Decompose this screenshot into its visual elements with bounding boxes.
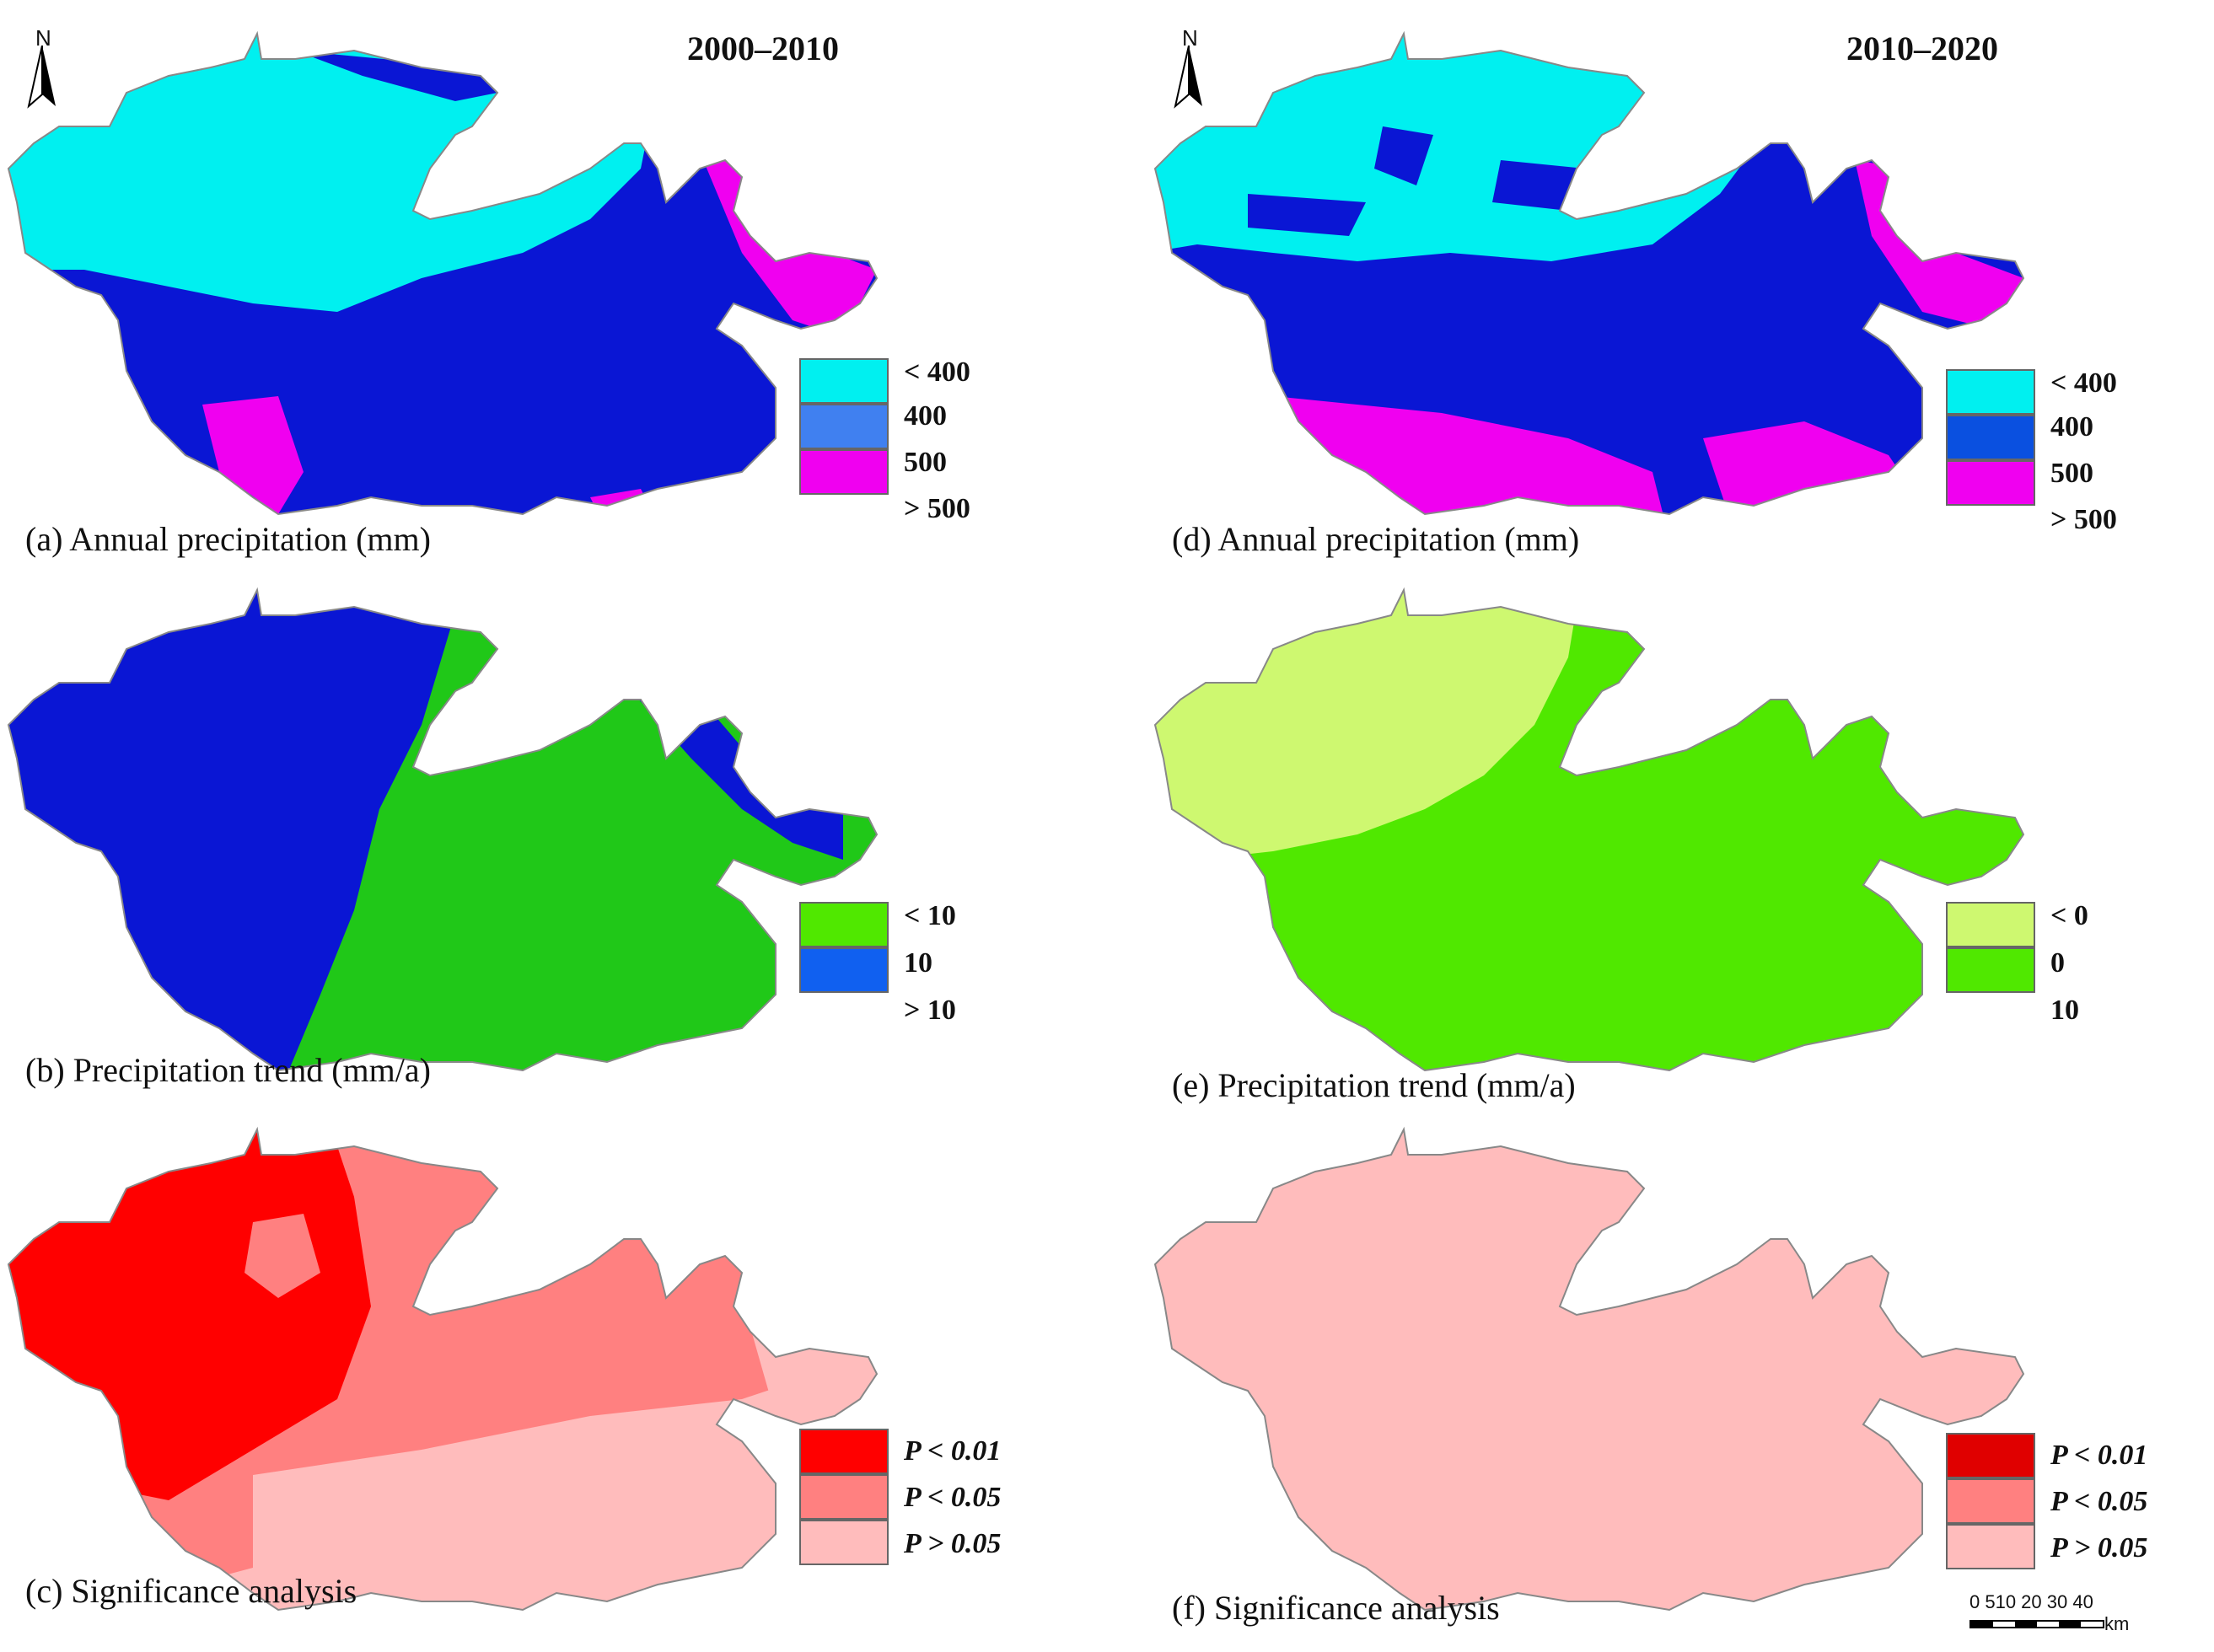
legend-swatch — [1946, 902, 2035, 947]
legend-swatch — [799, 902, 889, 947]
panel-f: P < 0.01 P < 0.05 P > 0.05 (f) Significa… — [1147, 1096, 2214, 1635]
north-label: N — [35, 25, 51, 51]
legend-label: < 0 — [2050, 900, 2088, 931]
legend-label: < 400 — [2050, 367, 2117, 399]
legend-swatch — [799, 947, 889, 993]
legend-label: P > 0.05 — [2050, 1532, 2148, 1564]
legend-swatch — [1946, 415, 2035, 460]
legend-label: 400 — [904, 400, 947, 432]
scale-bar: 0 510 20 30 40 km — [1969, 1591, 2155, 1642]
map-c — [8, 1129, 878, 1611]
caption-d: (d) Annual precipitation (mm) — [1172, 520, 1580, 558]
legend-swatch — [1946, 1433, 2035, 1478]
map-b — [8, 589, 878, 1071]
legend-label: P < 0.05 — [904, 1482, 1002, 1513]
north-arrow-icon — [1174, 46, 1202, 109]
panel-a: < 400 400 500 > 500 (a) Annual precipita… — [0, 0, 1096, 556]
caption-c: (c) Significance analysis — [25, 1572, 357, 1610]
legend-label: < 400 — [904, 357, 970, 388]
legend-swatch — [1946, 1524, 2035, 1569]
legend-label: 400 — [2050, 411, 2093, 442]
map-a — [8, 33, 878, 515]
caption-a: (a) Annual precipitation (mm) — [25, 520, 431, 558]
legend-swatch — [799, 1520, 889, 1565]
legend-swatch — [799, 1474, 889, 1520]
legend-label: P < 0.05 — [2050, 1486, 2148, 1517]
period-title-left: 2000–2010 — [687, 30, 839, 67]
legend-label: > 500 — [904, 493, 970, 524]
north-arrow-right: N — [1172, 25, 1211, 110]
period-title-right: 2010–2020 — [1846, 30, 1998, 67]
north-label: N — [1182, 25, 1198, 51]
legend-label: 500 — [904, 447, 947, 478]
legend-label: > 500 — [2050, 504, 2117, 535]
scale-bar-graphic — [1969, 1620, 2104, 1628]
caption-b: (b) Precipitation trend (mm/a) — [25, 1051, 431, 1089]
map-f — [1154, 1129, 2024, 1611]
scale-bar-unit: km — [2104, 1613, 2130, 1634]
legend-label: P > 0.05 — [904, 1528, 1002, 1559]
legend-label: P < 0.01 — [904, 1435, 1002, 1467]
legend-label: 0 — [2050, 947, 2065, 979]
legend-swatch — [799, 449, 889, 495]
legend-swatch — [1946, 460, 2035, 506]
legend-label: 10 — [904, 947, 932, 979]
caption-f: (f) Significance analysis — [1172, 1589, 1500, 1627]
legend-swatch — [799, 358, 889, 404]
map-e — [1154, 589, 2024, 1071]
legend-swatch — [799, 1429, 889, 1474]
legend-label: 500 — [2050, 458, 2093, 489]
legend-label: 10 — [2050, 995, 2079, 1026]
map-d — [1154, 33, 2024, 515]
north-arrow-icon — [27, 46, 56, 109]
legend-swatch — [1946, 947, 2035, 993]
panel-b: < 10 10 > 10 (b) Precipitation trend (mm… — [0, 556, 1096, 1096]
legend-swatch — [799, 404, 889, 449]
panel-e: < 0 0 10 (e) Precipitation trend (mm/a) — [1147, 556, 2214, 1102]
legend-swatch — [1946, 1478, 2035, 1524]
scale-bar-ticks: 0 510 20 30 40 — [1969, 1591, 2093, 1612]
legend-label: < 10 — [904, 900, 956, 931]
panel-c: P < 0.01 P < 0.05 P > 0.05 (c) Significa… — [0, 1096, 1096, 1635]
legend-swatch — [1946, 369, 2035, 415]
legend-label: P < 0.01 — [2050, 1440, 2148, 1471]
caption-e: (e) Precipitation trend (mm/a) — [1172, 1066, 1576, 1104]
panel-d: < 400 400 500 > 500 (d) Annual precipita… — [1147, 0, 2214, 556]
legend-label: > 10 — [904, 995, 956, 1026]
north-arrow-left: N — [25, 25, 64, 110]
